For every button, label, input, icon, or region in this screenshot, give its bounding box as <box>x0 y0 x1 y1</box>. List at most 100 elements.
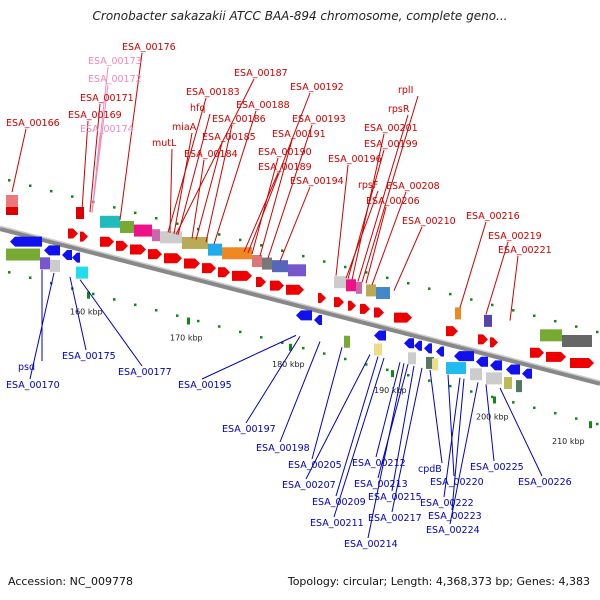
tick-dot-upper <box>239 238 242 242</box>
gene-label: hfq <box>190 103 205 114</box>
tick-dot-lower <box>533 406 536 410</box>
leader-line <box>29 272 55 380</box>
gene-block <box>272 260 288 273</box>
leader-line <box>89 103 101 213</box>
gene-label: ESA_00190 <box>258 147 312 158</box>
tick-mark <box>87 291 90 299</box>
leader-line <box>357 114 409 282</box>
leader-line <box>201 334 297 380</box>
tick-dot-lower <box>239 330 242 334</box>
genome-map: 160 kbp 170 kbp 180 kbp 190 kbp 200 kbp 210 k… <box>0 42 600 550</box>
gene-label: mutL <box>152 138 177 149</box>
gene-label: ESA_00197 <box>222 424 276 435</box>
tick-label: 160 kbp <box>70 308 103 317</box>
gene-label: ESA_00188 <box>236 100 290 111</box>
gene-label: ESA_00195 <box>178 380 232 391</box>
gene-block <box>540 329 562 342</box>
reverse-gene-arrow <box>62 249 72 260</box>
gene-label: ESA_00186 <box>212 114 266 125</box>
tick-dot-lower <box>260 336 263 339</box>
tick-label: 170 kbp <box>170 334 203 343</box>
leader-line <box>335 164 349 276</box>
reverse-gene-arrow <box>522 368 532 379</box>
leader-line <box>169 148 173 233</box>
gene-label: psd <box>18 362 35 373</box>
tick-dot-lower <box>197 319 200 323</box>
tick-label: 190 kbp <box>374 386 407 395</box>
gene-block <box>470 368 482 381</box>
gene-label: ESA_00177 <box>118 367 172 378</box>
tick-dot-upper <box>113 206 116 209</box>
tick-dot-upper <box>449 292 452 296</box>
forward-gene-arrow <box>530 347 544 358</box>
tick-label: 180 kbp <box>272 360 305 369</box>
leader-line <box>167 97 207 233</box>
leader-line <box>81 120 89 211</box>
gene-label: ESA_00214 <box>344 539 398 550</box>
forward-gene-arrow <box>130 244 146 255</box>
gene-label: ESA_00211 <box>310 518 364 529</box>
forward-gene-arrow <box>256 277 266 288</box>
gene-label: ESA_00172 <box>88 74 142 85</box>
forward-gene-arrow <box>100 236 114 247</box>
leader-line <box>449 382 479 525</box>
tick-dot-upper <box>512 309 515 312</box>
forward-gene-arrow <box>270 280 284 291</box>
leader-line <box>375 362 401 458</box>
leader-line <box>391 365 415 492</box>
gene-block <box>346 279 356 292</box>
leader-line <box>393 226 423 291</box>
leader-line <box>429 369 443 464</box>
tick-dot-upper <box>386 276 389 280</box>
reverse-gene-arrow <box>454 351 474 362</box>
leader-line <box>333 357 385 518</box>
tick-dot-upper <box>176 222 179 225</box>
reverse-gene-arrow <box>44 245 60 256</box>
leader-line <box>279 341 321 443</box>
gene-label: ESA_00185 <box>202 132 256 143</box>
gene-label: ESA_00183 <box>186 87 240 98</box>
gene-block <box>562 334 592 347</box>
tick-dot-upper <box>260 244 263 247</box>
gene-block <box>6 207 18 215</box>
gene-block <box>432 358 438 371</box>
gene-label: ESA_00173 <box>88 56 142 67</box>
tick-dot-lower <box>365 363 368 366</box>
forward-gene-arrow <box>374 307 384 318</box>
tick-label: 210 kbp <box>552 437 585 446</box>
gene-block <box>366 284 376 297</box>
leader-line <box>175 78 255 235</box>
gene-label: ESA_00191 <box>272 129 326 140</box>
tick-dot-upper <box>8 179 11 182</box>
reverse-gene-arrow <box>506 364 520 375</box>
gene-label: ESA_00170 <box>6 380 60 391</box>
gene-block <box>288 264 306 277</box>
gene-label: rpsR <box>388 104 410 115</box>
reverse-gene-arrow <box>374 330 386 341</box>
leader-line <box>345 190 379 279</box>
leader-line <box>119 52 143 221</box>
leader-line <box>173 132 193 234</box>
leader-line <box>195 142 223 240</box>
gene-label: ESA_00196 <box>328 154 382 165</box>
leader-line <box>267 124 313 259</box>
tick-mark <box>493 396 496 404</box>
tick-dot-upper <box>554 319 557 323</box>
leader-line <box>251 157 279 255</box>
leader-line <box>447 374 455 477</box>
gene-block <box>76 207 84 219</box>
tick-dot-upper <box>575 325 578 328</box>
leader-line <box>451 378 465 511</box>
tick-dot-lower <box>575 417 578 420</box>
gene-label: ESA_00194 <box>290 176 344 187</box>
tick-dot-lower <box>8 271 11 274</box>
leader-line <box>11 128 27 193</box>
forward-gene-arrow <box>218 267 230 278</box>
tick-dot-lower <box>470 390 473 393</box>
gene-block <box>262 257 272 270</box>
tick-dot-upper <box>344 265 347 269</box>
gene-label: ESA_00220 <box>430 477 484 488</box>
gene-block <box>408 352 416 365</box>
tick-dot-lower <box>596 422 599 426</box>
forward-gene-arrow <box>546 351 566 362</box>
